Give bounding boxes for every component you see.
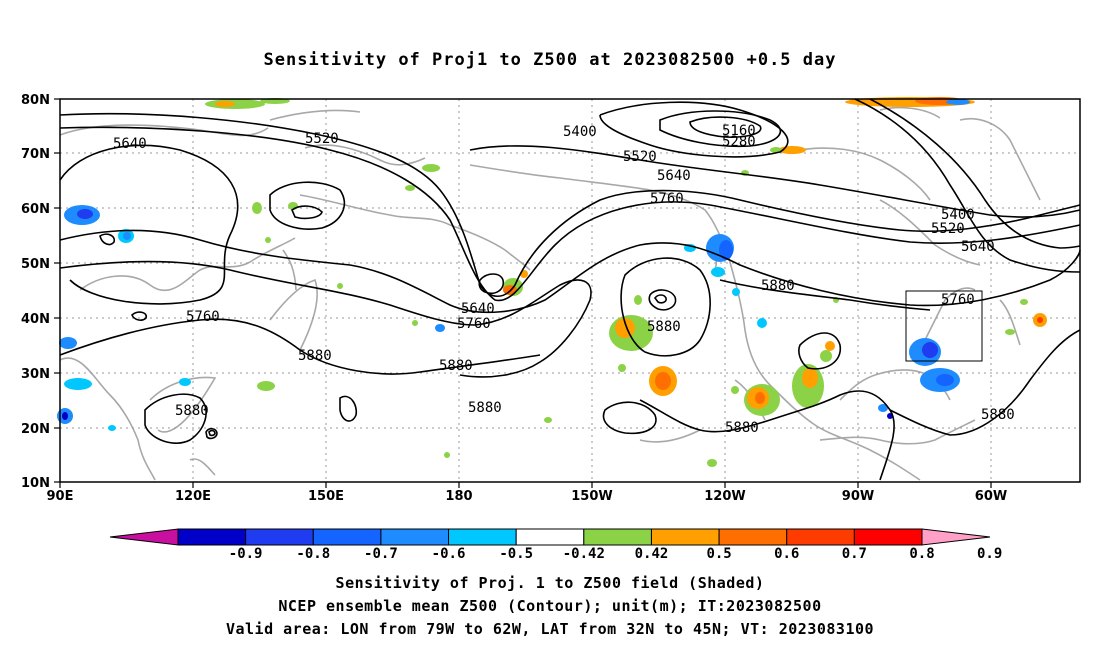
contour-label: 5880 (647, 319, 681, 335)
colorbar-label: -0.7 (364, 546, 398, 562)
contour-label: 5880 (439, 358, 473, 374)
contour-label: 5880 (761, 278, 795, 294)
lon-label: 120W (704, 489, 745, 504)
contour-label: 5640 (657, 168, 691, 184)
colorbar-swatch (312, 528, 382, 546)
colorbar-label: 0.42 (635, 546, 669, 562)
colorbar-swatch (515, 528, 585, 546)
contour-label: 5880 (468, 400, 502, 416)
valid-area-box (905, 290, 983, 362)
axis-ticks (54, 98, 992, 488)
sensitivity-shading (57, 97, 1047, 467)
lat-label: 20N (21, 422, 50, 437)
contour-label: 5640 (961, 239, 995, 255)
colorbar-swatch (650, 528, 720, 546)
colorbar-label: 0.7 (842, 546, 867, 562)
lat-label: 10N (21, 476, 50, 491)
lat-label: 30N (21, 367, 50, 382)
colorbar-swatch (380, 528, 450, 546)
caption-valid-area: Valid area: LON from 79W to 62W, LAT fro… (225, 620, 875, 638)
contour-label: 5880 (175, 403, 209, 419)
colorbar-label: -0.5 (499, 546, 533, 562)
colorbar-swatch (177, 528, 247, 546)
lat-label: 40N (21, 312, 50, 327)
lon-label: 120E (175, 489, 211, 504)
lon-label: 150E (308, 489, 344, 504)
graticule (60, 99, 1080, 482)
contour-label: 5400 (941, 207, 975, 223)
contour-label: 5760 (650, 191, 684, 207)
lat-label: 80N (21, 93, 50, 108)
contour-label: 5880 (981, 407, 1015, 423)
lon-label: 60W (975, 489, 1007, 504)
colorbar-swatch (245, 528, 314, 546)
contour-label: 5160 (722, 123, 756, 139)
coastlines (59, 106, 1041, 481)
contour-label: 5760 (186, 309, 220, 325)
z500-contours (59, 98, 1081, 481)
colorbar-label: 0.5 (706, 546, 731, 562)
colorbar-min-arrow (109, 528, 179, 546)
colorbar-swatch (786, 528, 855, 546)
colorbar-label: -0.42 (563, 546, 605, 562)
colorbar-label: -0.9 (229, 546, 263, 562)
lat-label: 70N (21, 147, 50, 162)
contour-label: 5640 (461, 301, 495, 317)
colorbar-label: 0.6 (774, 546, 799, 562)
contour-label: 5400 (563, 124, 597, 140)
lon-label: 90W (842, 489, 874, 504)
colorbar-label: -0.8 (296, 546, 330, 562)
map-title: Sensitivity of Proj1 to Z500 at 20230825… (263, 50, 837, 70)
contour-label: 5520 (623, 149, 657, 165)
contour-label: 5640 (113, 136, 147, 152)
caption-contour: NCEP ensemble mean Z500 (Contour); unit(… (278, 597, 822, 615)
map-frame (59, 98, 1081, 483)
colorbar (109, 528, 991, 546)
colorbar-swatch (853, 528, 923, 546)
colorbar-swatch (448, 528, 517, 546)
contour-label: 5880 (725, 420, 759, 436)
colorbar-swatch (583, 528, 652, 546)
lat-label: 60N (21, 202, 50, 217)
contour-label: 5760 (457, 316, 491, 332)
colorbar-labels: -0.9 -0.8 -0.7 -0.6 -0.5 -0.42 0.42 0.5 … (229, 546, 1003, 562)
contour-labels: 5640 5520 5400 5160 5280 5520 5640 5760 … (113, 123, 1015, 436)
colorbar-max-arrow (921, 528, 991, 546)
colorbar-swatch (718, 528, 788, 546)
colorbar-label: 0.9 (977, 546, 1002, 562)
contour-label: 5280 (722, 134, 756, 150)
caption-shading: Sensitivity of Proj. 1 to Z500 field (Sh… (335, 574, 765, 592)
lon-label: 90E (47, 489, 74, 504)
contour-label: 5880 (298, 348, 332, 364)
colorbar-label: 0.8 (909, 546, 934, 562)
contour-label: 5520 (931, 221, 965, 237)
lat-label: 50N (21, 257, 50, 272)
contour-label: 5760 (941, 292, 975, 308)
lon-label: 180 (445, 489, 472, 504)
contour-label: 5520 (305, 131, 339, 147)
lon-label: 150W (571, 489, 612, 504)
colorbar-label: -0.6 (432, 546, 466, 562)
